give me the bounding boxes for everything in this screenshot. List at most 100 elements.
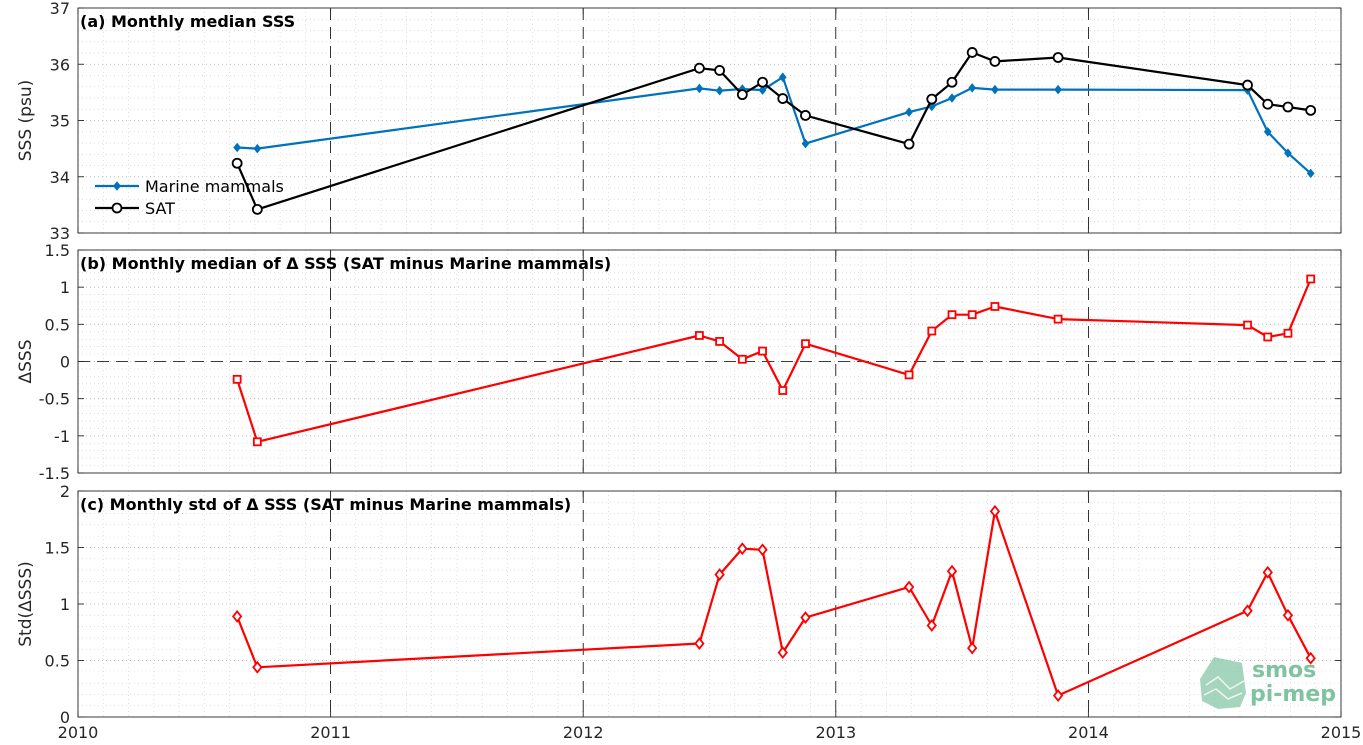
legend-swatch-marker xyxy=(111,202,123,214)
data-point xyxy=(968,83,977,93)
y-tick-label: 1.5 xyxy=(45,241,70,260)
data-point xyxy=(737,354,747,364)
data-point xyxy=(231,609,243,623)
data-point xyxy=(1305,651,1316,665)
data-point xyxy=(1052,52,1064,63)
y-tick-label: 37 xyxy=(50,0,70,18)
watermark-line1: smos xyxy=(1252,658,1316,683)
data-point xyxy=(990,302,1000,311)
panel-title: (b) Monthly median of Δ SSS (SAT minus M… xyxy=(80,254,611,273)
data-point xyxy=(1263,332,1273,342)
x-tick-label: 2013 xyxy=(815,723,856,742)
series-delta xyxy=(231,504,1316,702)
data-point xyxy=(989,56,1001,67)
x-tick-label: 2015 xyxy=(1321,723,1362,742)
data-point xyxy=(715,85,724,96)
y-tick-label: -1.5 xyxy=(39,464,70,483)
data-point xyxy=(1054,84,1062,95)
legend: Marine mammals SAT xyxy=(95,177,284,218)
panel-title: (c) Monthly std of Δ SSS (SAT minus Mari… xyxy=(80,495,571,514)
data-point xyxy=(989,504,1001,518)
panel-c: 0 0.5 1 1.5 2 2010 2011 2012 2013 2014 2015 Std(ΔSS… xyxy=(16,482,1361,742)
series-delta xyxy=(232,274,1316,447)
data-point xyxy=(1262,98,1274,110)
data-point xyxy=(1243,320,1252,330)
y-axis-label: Std(ΔSSS) xyxy=(16,561,36,647)
data-point xyxy=(991,84,999,95)
data-point xyxy=(904,370,914,380)
series-sat xyxy=(231,47,1317,215)
x-tick-label: 2011 xyxy=(310,723,351,742)
y-tick-label: 2 xyxy=(60,482,70,501)
data-point xyxy=(695,83,704,94)
data-point xyxy=(694,637,705,650)
data-point xyxy=(967,641,978,655)
data-point xyxy=(1306,168,1315,179)
data-point xyxy=(801,339,810,349)
watermark-graphic-detail xyxy=(1203,676,1245,700)
data-point xyxy=(694,331,704,340)
data-point xyxy=(757,76,768,88)
data-point xyxy=(948,93,956,103)
data-point xyxy=(1282,608,1294,622)
data-point xyxy=(1242,79,1253,91)
data-point xyxy=(252,437,262,447)
y-tick-label: 36 xyxy=(50,55,70,74)
data-point xyxy=(903,138,915,150)
y-tick-label: -1 xyxy=(54,427,70,446)
data-point xyxy=(1052,689,1064,702)
y-tick-label: 33 xyxy=(50,224,70,243)
data-point xyxy=(758,85,767,95)
y-tick-label: 0 xyxy=(60,353,70,372)
data-point xyxy=(233,142,241,153)
legend-label: Marine mammals xyxy=(145,177,284,196)
data-point xyxy=(905,107,913,117)
data-point xyxy=(1053,314,1063,324)
y-axis-label: ΔSSS xyxy=(16,339,36,383)
y-tick-label: 0.5 xyxy=(45,315,70,334)
data-point xyxy=(715,337,725,346)
data-point xyxy=(967,310,977,320)
y-tick-label: 1 xyxy=(60,278,70,297)
panel-b: -1.5 -1 -0.5 0 0.5 1 1.5 ΔSSS (b) Monthly median… xyxy=(16,241,1342,483)
data-point xyxy=(252,660,263,674)
watermark-line2: pi-mep xyxy=(1250,682,1336,707)
x-tick-label: 2014 xyxy=(1068,723,1109,742)
y-tick-label: 1.5 xyxy=(45,539,70,558)
data-point xyxy=(801,138,810,149)
data-point xyxy=(966,47,978,58)
legend-swatch-marker xyxy=(113,181,121,191)
data-point xyxy=(777,93,789,104)
y-tick-label: 1 xyxy=(60,595,70,614)
data-point xyxy=(947,310,957,320)
data-point xyxy=(778,386,788,395)
data-point xyxy=(693,62,705,74)
y-tick-label: 0.5 xyxy=(45,652,70,671)
data-point xyxy=(926,93,938,105)
data-point xyxy=(232,374,242,384)
data-point xyxy=(778,72,787,82)
x-tick-label: 2010 xyxy=(58,723,99,742)
panel-a: 33 34 35 36 37 SSS (psu) (a) Monthly median SS… xyxy=(16,0,1342,243)
data-point xyxy=(777,646,788,660)
y-tick-label: 35 xyxy=(50,112,70,131)
data-point xyxy=(1305,104,1317,116)
data-point xyxy=(737,542,748,556)
data-point xyxy=(1284,148,1292,158)
y-tick-label: 0 xyxy=(60,708,70,727)
data-point xyxy=(736,89,748,101)
data-point xyxy=(714,65,726,76)
data-point xyxy=(757,543,768,557)
data-point xyxy=(1306,274,1316,284)
data-point xyxy=(800,611,811,625)
data-point xyxy=(926,619,937,632)
series-marine-mammals xyxy=(233,72,1315,179)
data-point xyxy=(903,580,915,594)
data-point xyxy=(946,564,958,578)
y-axis-label: SSS (psu) xyxy=(16,80,36,161)
data-point xyxy=(231,157,243,169)
data-point xyxy=(1242,604,1253,618)
y-tick-label: -0.5 xyxy=(39,390,70,409)
data-point xyxy=(1283,328,1293,338)
